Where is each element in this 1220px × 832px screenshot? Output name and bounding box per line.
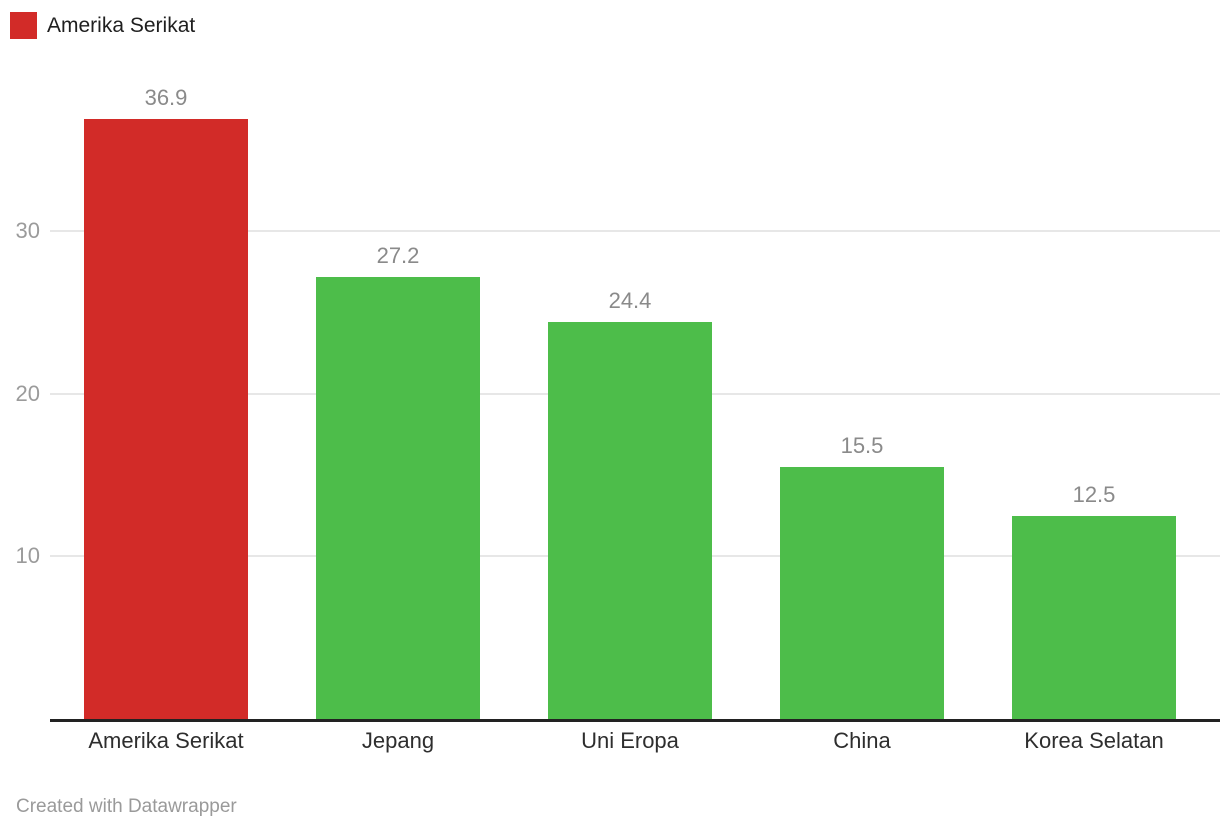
legend: Amerika Serikat [10,12,195,39]
bar [84,118,248,719]
y-tick-label: 20 [15,380,40,406]
bar [1012,515,1176,719]
bar-value-label: 24.4 [608,288,652,314]
bar [780,466,944,719]
footer-credit: Created with Datawrapper [16,796,237,817]
legend-label: Amerika Serikat [47,13,196,37]
category-label: Jepang [361,728,435,753]
category-label: China [833,728,891,753]
bar-value-label: 36.9 [144,84,188,110]
bar-value-label: 15.5 [840,432,884,458]
gridline [50,230,1220,233]
category-label: Amerika Serikat [88,728,244,753]
y-tick-label: 10 [15,543,40,569]
bar-value-label: 27.2 [376,242,420,268]
legend-swatch [10,12,37,39]
x-axis-line [50,719,1220,722]
category-label: Korea Selatan [1024,728,1164,753]
bar [548,322,712,719]
category-label: Uni Eropa [581,728,679,753]
y-tick-label: 30 [15,218,40,244]
bar-value-label: 12.5 [1072,481,1116,507]
bar [316,276,480,719]
